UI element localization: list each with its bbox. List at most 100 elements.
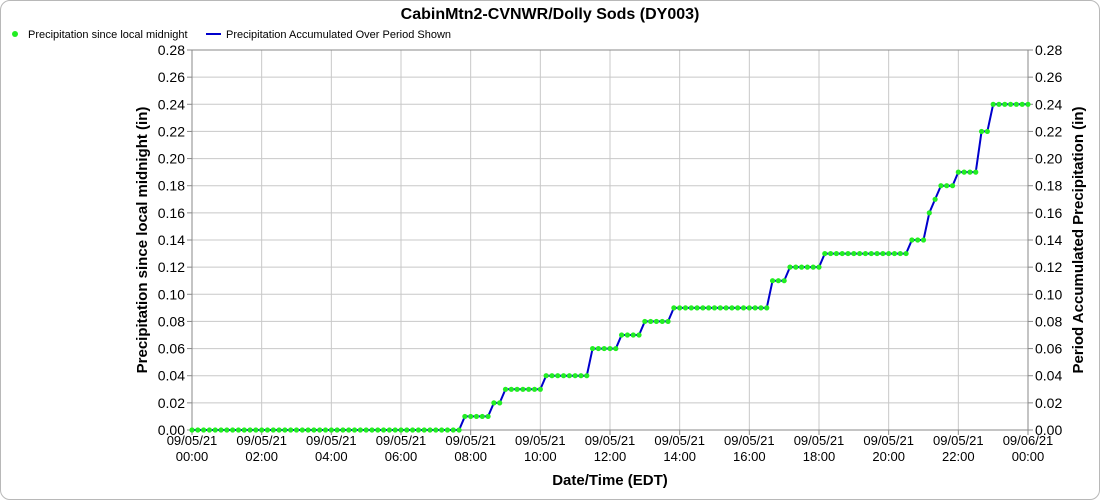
data-point [671, 305, 677, 311]
data-point [711, 305, 718, 311]
data-point [526, 386, 532, 392]
y-tick-label-left: 0.00 [158, 422, 185, 438]
chart-title: CabinMtn2-CVNWR/Dolly Sods (DY003) [401, 6, 700, 23]
data-point [346, 427, 352, 433]
data-point [189, 427, 195, 433]
data-point [235, 427, 242, 433]
data-point [793, 264, 799, 270]
data-point [491, 400, 497, 406]
data-point [589, 345, 596, 352]
y-tick-label-left: 0.18 [158, 178, 185, 194]
x-tick-label-time: 12:00 [594, 449, 627, 464]
x-tick-label-time: 06:00 [385, 449, 418, 464]
data-point [334, 427, 340, 433]
data-point [276, 427, 282, 433]
data-point [497, 400, 503, 406]
series-points-since-midnight [189, 101, 1031, 433]
data-point [328, 427, 334, 433]
x-tick-label-date: 09/05/21 [863, 433, 914, 448]
x-tick-label-date: 09/05/21 [515, 433, 566, 448]
legend-label-points: Precipitation since local midnight [28, 29, 188, 41]
data-point [502, 386, 509, 392]
data-point [485, 413, 491, 420]
data-point [241, 427, 247, 433]
data-point [787, 264, 793, 270]
data-point [694, 305, 700, 311]
y-tick-label-right: 0.08 [1035, 313, 1062, 329]
y-tick-label-right: 0.26 [1035, 69, 1062, 85]
data-point [357, 427, 363, 433]
data-point [351, 427, 358, 433]
data-point [247, 427, 253, 433]
x-tick-label-date: 09/05/21 [236, 433, 287, 448]
data-point [973, 169, 979, 175]
x-tick-label-date: 09/05/21 [654, 433, 705, 448]
data-point [224, 427, 230, 433]
y-tick-label-right: 0.04 [1035, 368, 1062, 384]
data-point [560, 373, 567, 379]
data-point [549, 373, 555, 379]
data-point [264, 427, 271, 433]
data-point [932, 196, 938, 202]
data-point [816, 264, 822, 270]
data-point [410, 427, 416, 433]
y-tick-label-right: 0.12 [1035, 259, 1062, 275]
data-point [915, 237, 921, 243]
data-point [508, 386, 514, 392]
y-tick-label-left: 0.22 [158, 123, 185, 139]
data-point [572, 373, 578, 379]
y-tick-label-right: 0.10 [1035, 286, 1062, 302]
data-point [322, 427, 329, 433]
y-axis-right: 0.00 0.02 0.04 0.06 0.08 0.10 0.12 0.14 0.16 0.18… [1028, 42, 1062, 438]
data-point [828, 250, 834, 257]
x-tick-label-date: 09/05/21 [167, 433, 218, 448]
data-point [746, 305, 752, 311]
y-tick-label-left: 0.14 [158, 232, 185, 248]
data-point [566, 373, 572, 379]
x-axis-title: Date/Time (EDT) [552, 472, 668, 489]
data-point [822, 250, 828, 257]
data-point [1002, 101, 1008, 107]
data-point [630, 332, 636, 338]
data-point [810, 264, 816, 270]
y-tick-label-right: 0.06 [1035, 341, 1062, 357]
data-point [949, 183, 956, 189]
y-tick-label-right: 0.16 [1035, 205, 1062, 221]
x-tick-label-date: 09/05/21 [933, 433, 984, 448]
y-tick-label-left: 0.28 [158, 42, 185, 58]
x-tick-label-date: 09/05/21 [585, 433, 636, 448]
data-point [961, 169, 967, 175]
data-point [845, 250, 851, 257]
y-tick-label-left: 0.12 [158, 259, 185, 275]
data-point [601, 345, 607, 352]
data-point [363, 427, 369, 433]
data-point [253, 427, 259, 433]
data-point [729, 305, 735, 311]
data-point [201, 427, 207, 433]
data-point [514, 386, 520, 392]
x-tick-label-date: 09/06/21 [1003, 433, 1054, 448]
data-point [444, 427, 451, 433]
data-point [520, 386, 526, 392]
data-point [990, 101, 996, 107]
x-tick-label-time: 18:00 [803, 449, 836, 464]
x-tick-label-date: 09/05/21 [306, 433, 357, 448]
y-tick-label-right: 0.14 [1035, 232, 1062, 248]
y-tick-label-left: 0.20 [158, 151, 185, 167]
data-point [386, 427, 392, 433]
data-point [723, 305, 729, 311]
y-tick-label-left: 0.16 [158, 205, 185, 221]
data-point [700, 305, 706, 311]
x-tick-label-time: 20:00 [872, 449, 905, 464]
data-point [758, 305, 764, 311]
data-point [456, 427, 462, 433]
data-point [288, 427, 294, 433]
legend: Precipitation since local midnight Preci… [12, 29, 451, 41]
data-point [735, 305, 741, 311]
x-tick-label-date: 09/05/21 [376, 433, 427, 448]
data-point [682, 305, 689, 311]
data-point [752, 305, 758, 311]
data-point [415, 427, 422, 433]
data-point [903, 250, 909, 257]
